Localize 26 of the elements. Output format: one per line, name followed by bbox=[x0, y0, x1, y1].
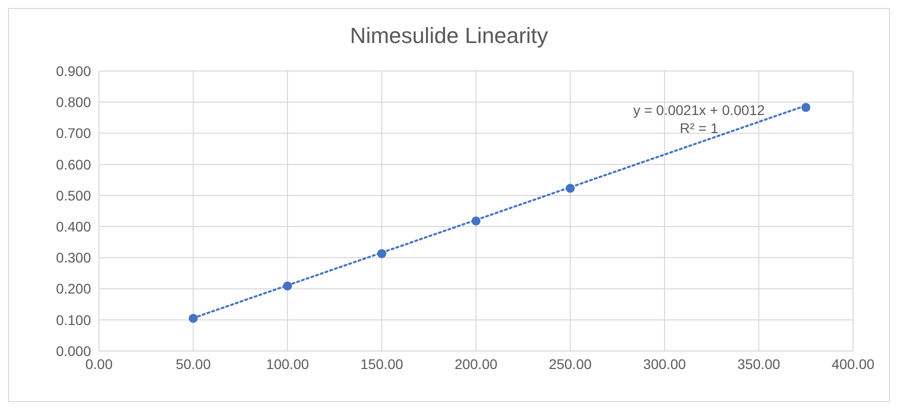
point bbox=[282, 281, 292, 290]
x-tick-label: 250.00 bbox=[548, 356, 592, 372]
point bbox=[566, 184, 575, 193]
point bbox=[377, 249, 386, 258]
x-tick-label: 350.00 bbox=[737, 356, 780, 372]
y-tick-label: 0.400 bbox=[56, 218, 92, 235]
y-tick-label: 0.500 bbox=[56, 187, 92, 204]
y-tick-label: 0.800 bbox=[56, 94, 92, 110]
x-tick-label: 100.00 bbox=[266, 356, 310, 372]
point bbox=[801, 102, 810, 112]
x-tick-label: 200.00 bbox=[454, 356, 498, 372]
y-tick-label: 0.600 bbox=[56, 156, 92, 172]
x-tick-label: 300.00 bbox=[643, 356, 686, 372]
y-tick-label: 0.200 bbox=[56, 280, 92, 297]
y-tick-label: 0.700 bbox=[56, 125, 92, 142]
annotation: y = 0.0021x + 0.0012 bbox=[632, 101, 766, 119]
y-tick-label: 0.300 bbox=[56, 250, 92, 266]
x-tick-label: 150.00 bbox=[360, 356, 404, 372]
point bbox=[188, 314, 198, 323]
y-tick-label: 0.100 bbox=[56, 312, 92, 328]
annotation: R² = 1 bbox=[678, 119, 720, 137]
point bbox=[471, 216, 481, 226]
y-tick-label: 0.900 bbox=[56, 62, 92, 79]
x-tick-label: 400.00 bbox=[832, 356, 875, 372]
chart-title: Nimesulide Linearity bbox=[348, 23, 550, 49]
x-tick-label: 50.00 bbox=[176, 356, 211, 372]
